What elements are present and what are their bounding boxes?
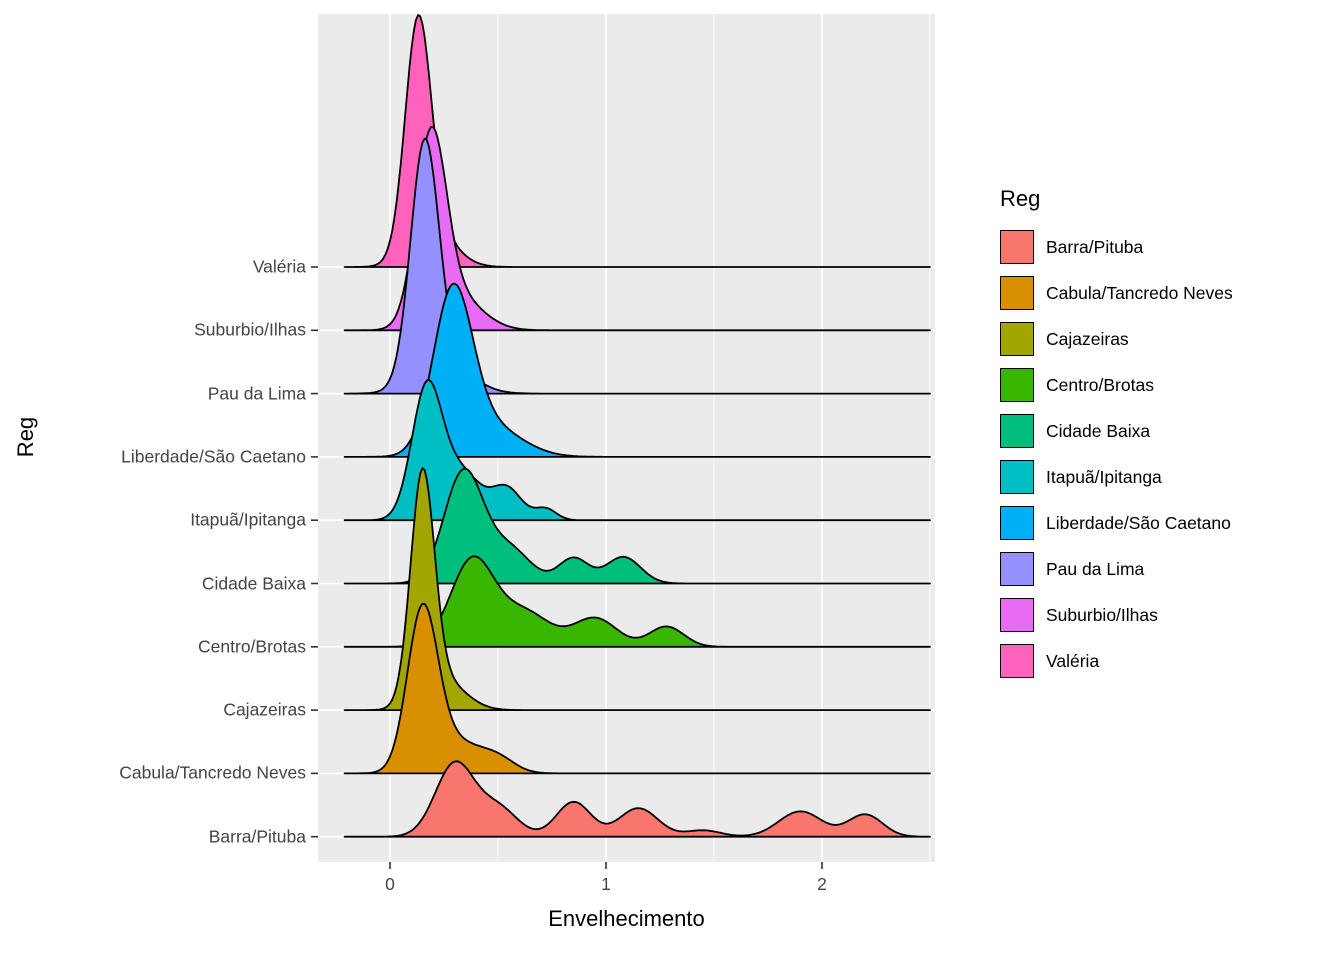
- y-tick-label: Cajazeiras: [223, 699, 306, 720]
- legend-entry-label: Liberdade/São Caetano: [1046, 512, 1231, 533]
- legend-entry-label: Cabula/Tancredo Neves: [1046, 282, 1233, 303]
- y-tick-label: Pau da Lima: [207, 383, 306, 404]
- ridge-density-curve: [343, 602, 931, 775]
- y-tick-label: Barra/Pituba: [208, 826, 306, 847]
- legend-entry: Barra/Pituba: [1000, 230, 1233, 264]
- legend-entry-label: Valéria: [1046, 650, 1100, 671]
- legend-swatch: [1000, 414, 1034, 448]
- y-axis-title: Reg: [13, 416, 38, 458]
- y-tick-label: Suburbio/Ilhas: [194, 319, 306, 340]
- legend-entry-label: Suburbio/Ilhas: [1046, 604, 1158, 625]
- ridge-density-curve: [343, 467, 931, 585]
- legend-swatch: [1000, 230, 1034, 264]
- ridge-density-curve: [343, 555, 931, 648]
- ridge-density-curve: [343, 379, 931, 522]
- legend-entry-label: Pau da Lima: [1046, 558, 1145, 579]
- legend-entry: Valéria: [1000, 644, 1233, 678]
- legend-entry-label: Itapuã/Ipitanga: [1046, 466, 1162, 487]
- legend-swatch: [1000, 368, 1034, 402]
- legend-entry-label: Cidade Baixa: [1046, 420, 1151, 441]
- y-tick-label: Cabula/Tancredo Neves: [119, 762, 306, 783]
- y-tick-label: Centro/Brotas: [198, 636, 306, 657]
- ridge-density-curve: [343, 467, 931, 711]
- legend-entry: Cidade Baixa: [1000, 414, 1233, 448]
- y-tick-label: Valéria: [252, 256, 306, 277]
- legend-entry: Suburbio/Ilhas: [1000, 598, 1233, 632]
- y-tick-label: Itapuã/Ipitanga: [190, 509, 306, 530]
- legend-swatch: [1000, 506, 1034, 540]
- ridge-density-curve: [343, 760, 931, 838]
- legend-entry: Centro/Brotas: [1000, 368, 1233, 402]
- legend-entry-label: Centro/Brotas: [1046, 374, 1154, 395]
- x-tick-label: 0: [385, 874, 395, 894]
- legend-entry: Cajazeiras: [1000, 322, 1233, 356]
- legend-swatch: [1000, 460, 1034, 494]
- legend-swatch: [1000, 644, 1034, 678]
- legend-swatch: [1000, 322, 1034, 356]
- legend-swatch: [1000, 552, 1034, 586]
- legend-entry: Cabula/Tancredo Neves: [1000, 276, 1233, 310]
- ridge-density-curve: [343, 282, 931, 458]
- legend-entry-label: Barra/Pituba: [1046, 236, 1144, 257]
- legend-entry-label: Cajazeiras: [1046, 328, 1129, 349]
- legend-entry: Pau da Lima: [1000, 552, 1233, 586]
- legend-title: Reg: [1000, 186, 1041, 211]
- x-axis-title: Envelhecimento: [548, 906, 705, 931]
- ridge-density-curve: [343, 137, 931, 395]
- legend: Reg Barra/Pituba Cabula/Tancredo Neves C…: [1000, 186, 1233, 690]
- legend-swatch: [1000, 276, 1034, 310]
- y-tick-label: Liberdade/São Caetano: [121, 446, 306, 467]
- legend-entry: Itapuã/Ipitanga: [1000, 460, 1233, 494]
- x-tick-label: 1: [601, 874, 611, 894]
- x-tick-label: 2: [817, 874, 827, 894]
- legend-swatch: [1000, 598, 1034, 632]
- y-tick-label: Cidade Baixa: [201, 573, 306, 593]
- legend-entries: Barra/Pituba Cabula/Tancredo Neves Cajaz…: [1000, 230, 1233, 678]
- legend-entry: Liberdade/São Caetano: [1000, 506, 1233, 540]
